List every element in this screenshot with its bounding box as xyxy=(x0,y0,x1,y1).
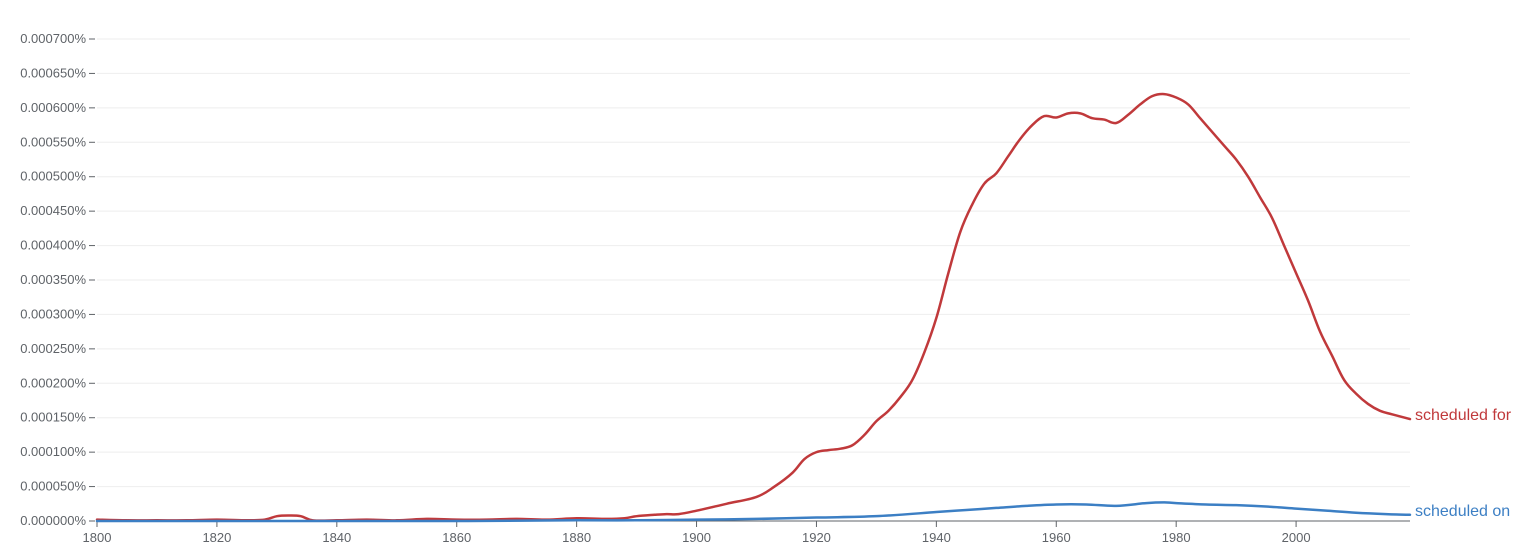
y-tick-label: 0.000550% xyxy=(20,134,86,149)
y-tick-label: 0.000350% xyxy=(20,272,86,287)
x-tick-label: 1840 xyxy=(322,530,351,545)
x-tick-label: 1920 xyxy=(802,530,831,545)
x-tick-label: 1820 xyxy=(202,530,231,545)
y-tick-label: 0.000200% xyxy=(20,375,86,390)
y-tick-label: 0.000300% xyxy=(20,306,86,321)
y-tick-label: 0.000100% xyxy=(20,444,86,459)
y-tick-label: 0.000650% xyxy=(20,65,86,80)
y-tick-label: 0.000000% xyxy=(20,513,86,528)
series-labels: scheduled for scheduled on xyxy=(1415,407,1512,520)
y-tick-label: 0.000400% xyxy=(20,238,86,253)
y-tick-label: 0.000600% xyxy=(20,100,86,115)
y-axis: 0.000000% 0.000050% 0.000100% 0.000150% 0.00… xyxy=(20,31,95,528)
x-axis: 1800 1820 1840 1860 1880 1900 1920 1940 1960 1980… xyxy=(83,520,1410,545)
grid-lines xyxy=(97,38,1410,488)
series-label-scheduled-for: scheduled for xyxy=(1415,407,1512,424)
x-tick-label: 1900 xyxy=(682,530,711,545)
x-tick-label: 1960 xyxy=(1042,530,1071,545)
x-tick-label: 1940 xyxy=(922,530,951,545)
y-tick-label: 0.000250% xyxy=(20,341,86,356)
y-tick-label: 0.000450% xyxy=(20,203,86,218)
x-tick-label: 1980 xyxy=(1162,530,1191,545)
y-tick-label: 0.000700% xyxy=(20,31,86,46)
series-label-scheduled-on: scheduled on xyxy=(1415,503,1510,520)
x-tick-label: 1880 xyxy=(562,530,591,545)
x-tick-label: 1800 xyxy=(83,530,112,545)
y-tick-label: 0.000150% xyxy=(20,410,86,425)
y-tick-label: 0.000500% xyxy=(20,169,86,184)
series-line-scheduled-for[interactable] xyxy=(95,92,1412,522)
series-lines xyxy=(95,92,1412,523)
y-tick-label: 0.000050% xyxy=(20,479,86,494)
x-tick-label: 2000 xyxy=(1282,530,1311,545)
series-line-scheduled-on[interactable] xyxy=(95,501,1412,523)
x-tick-label: 1860 xyxy=(442,530,471,545)
